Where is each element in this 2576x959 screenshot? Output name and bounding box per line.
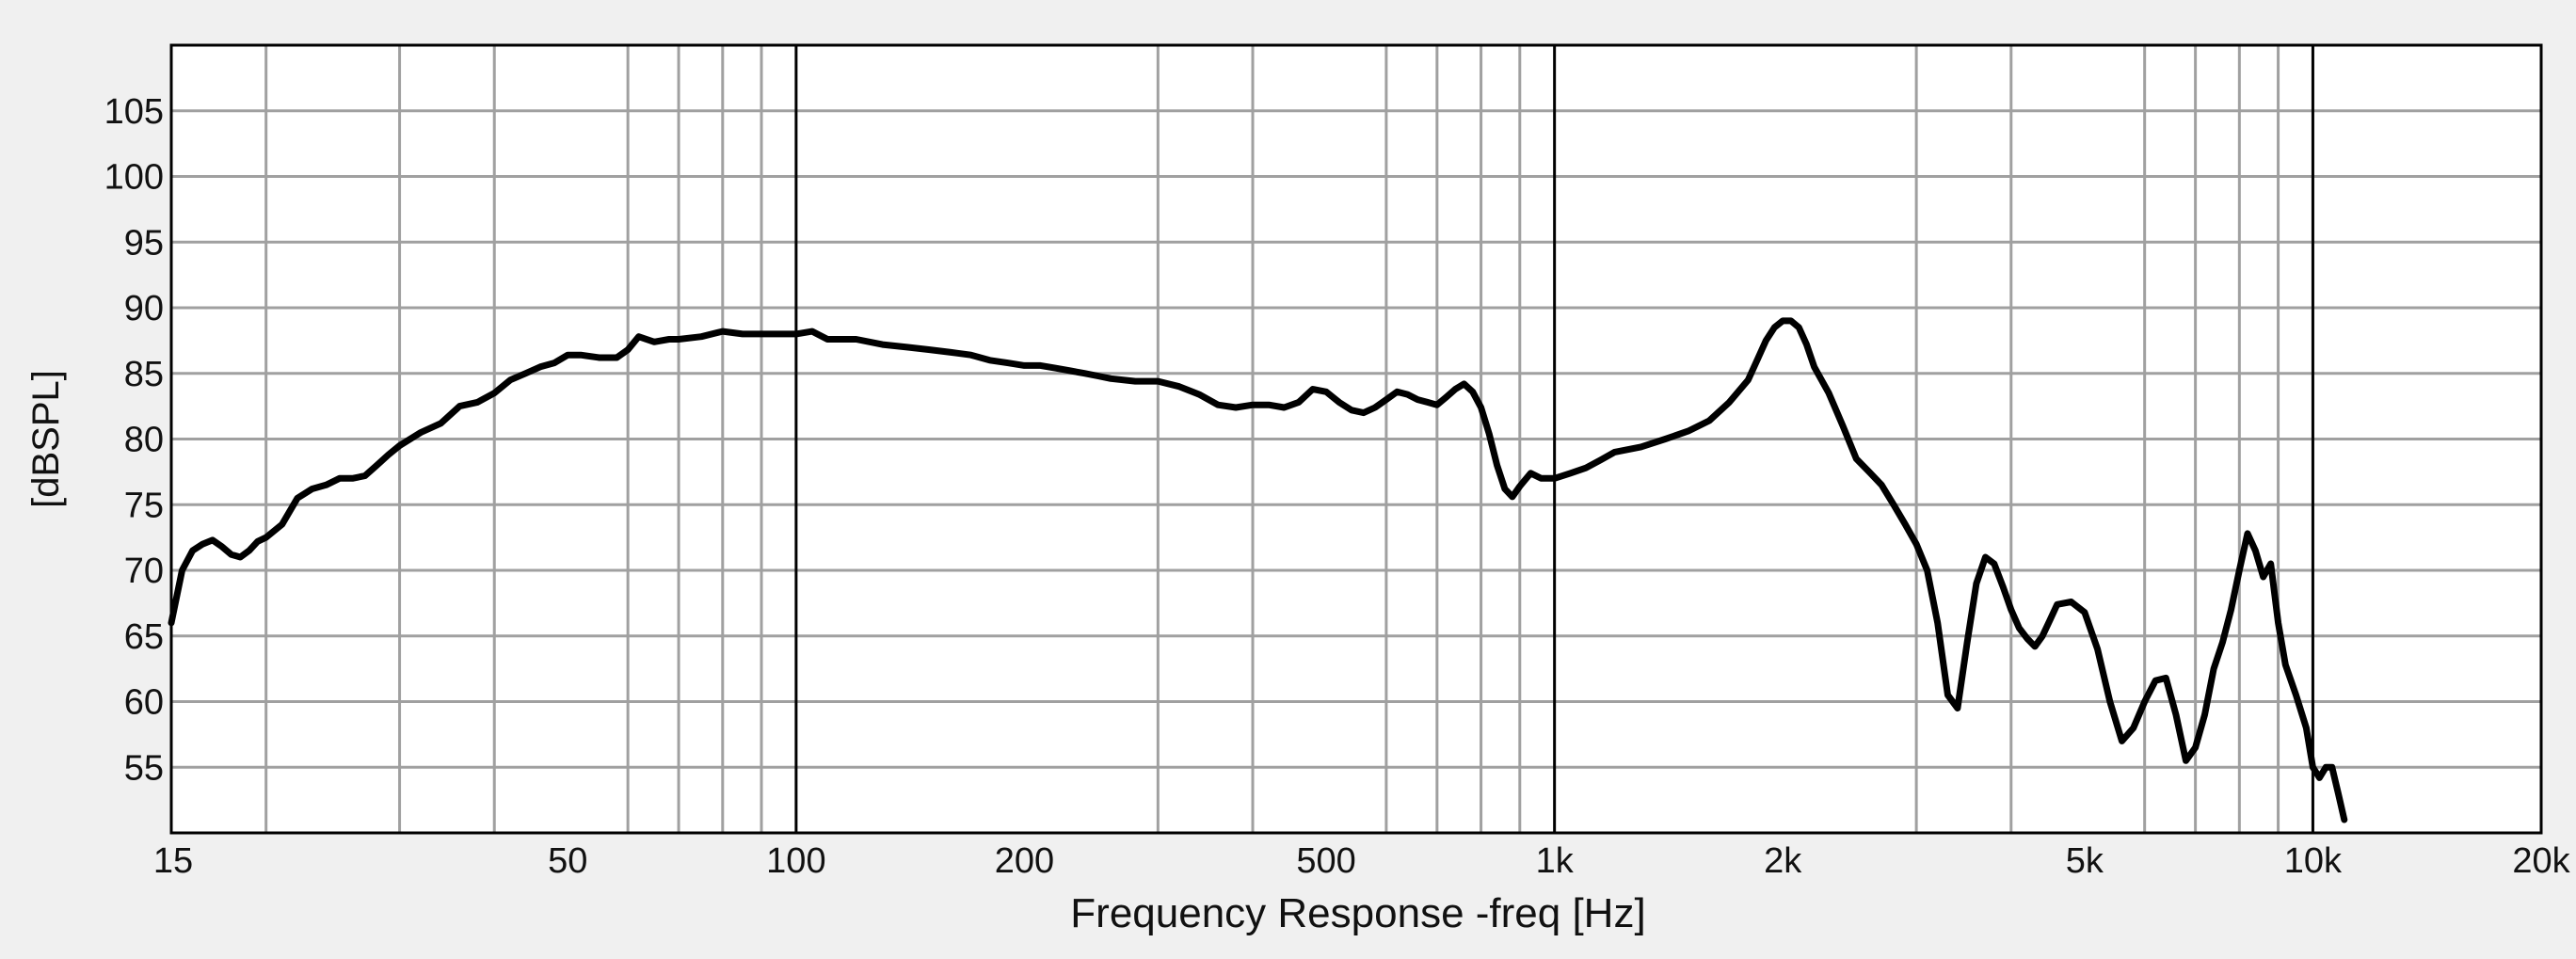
x-tick-label: 200 [995, 841, 1054, 881]
x-tick-label: 5k [2066, 841, 2104, 881]
x-tick-label: 10k [2284, 841, 2343, 881]
x-tick-labels: 15 50 100 200 500 1k 2k 5k 10k 20k [153, 841, 2571, 881]
series-layer [168, 317, 2348, 823]
y-tick-label: 105 [104, 92, 164, 132]
y-tick-label: 75 [124, 486, 164, 525]
x-tick-label: 500 [1296, 841, 1355, 881]
x-tick-label: 1k [1536, 841, 1575, 881]
y-tick-label: 90 [124, 289, 164, 328]
y-tick-label: 85 [124, 355, 164, 394]
y-tick-label: 60 [124, 683, 164, 723]
y-tick-label: 95 [124, 223, 164, 263]
y-tick-labels: 55 60 65 70 75 80 85 90 95 100 105 [104, 92, 164, 789]
x-tick-label: 100 [766, 841, 825, 881]
plot-frame [169, 43, 2543, 835]
y-axis-label: [dBSPL] [25, 370, 67, 508]
x-axis-label: Frequency Response -freq [Hz] [1070, 890, 1645, 936]
y-tick-label: 65 [124, 617, 164, 657]
series-line [168, 317, 2348, 823]
x-tick-label: 20k [2512, 841, 2570, 881]
grid-lines [171, 45, 2541, 833]
y-tick-label: 80 [124, 421, 164, 460]
y-tick-label: 55 [124, 748, 164, 788]
y-tick-label: 70 [124, 551, 164, 591]
x-tick-label: 2k [1764, 841, 1802, 881]
x-tick-label: 50 [548, 841, 587, 881]
y-tick-label: 100 [104, 158, 164, 198]
x-tick-label: 15 [153, 841, 193, 881]
